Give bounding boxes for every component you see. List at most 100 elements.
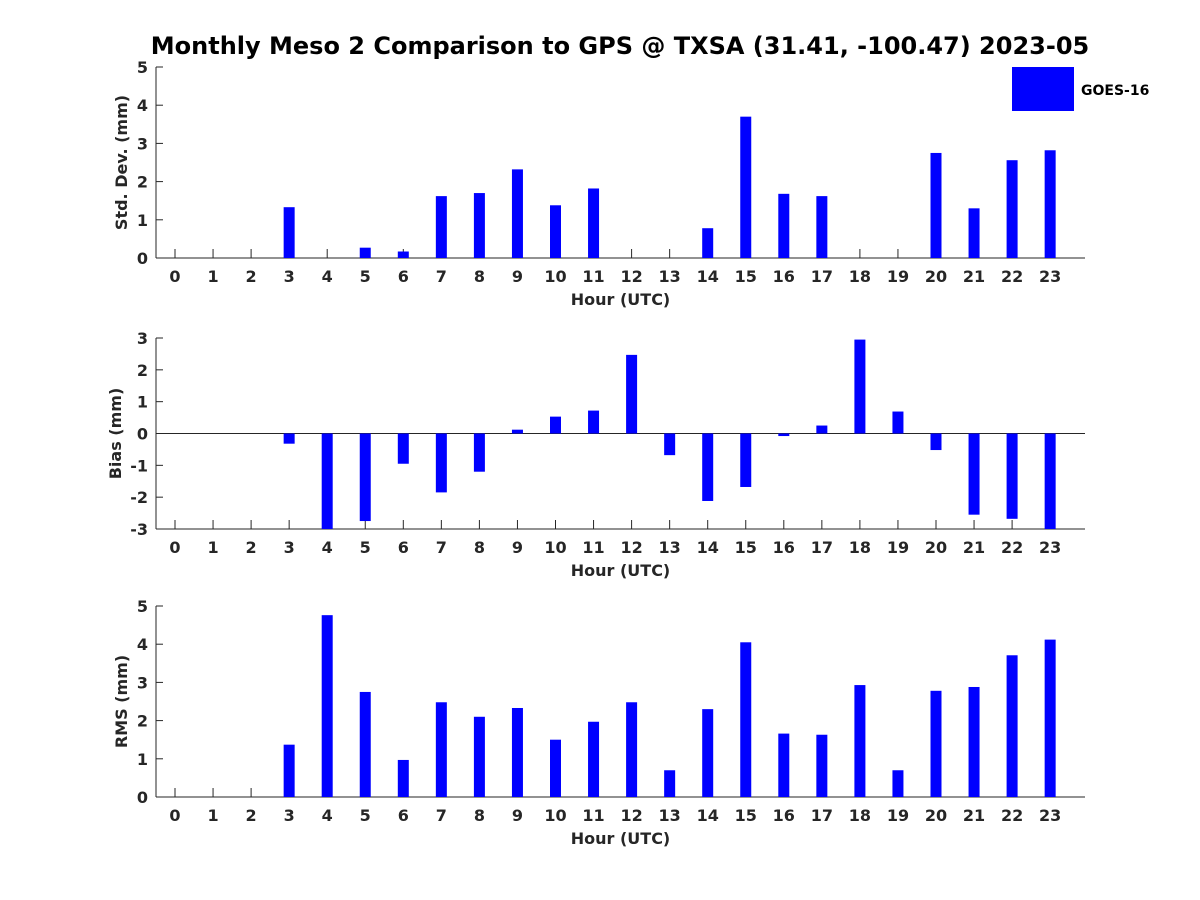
y-tick-label: 3 xyxy=(137,134,148,153)
x-tick-label: 13 xyxy=(659,267,681,286)
x-tick-label: 11 xyxy=(582,538,604,557)
x-tick-label: 21 xyxy=(963,538,985,557)
x-tick-label: 8 xyxy=(474,267,485,286)
x-tick-label: 10 xyxy=(544,538,566,557)
bar-hour-14 xyxy=(702,228,714,258)
x-tick-label: 18 xyxy=(849,267,871,286)
x-tick-label: 19 xyxy=(887,806,909,825)
bar-hour-8 xyxy=(473,193,485,258)
x-tick-label: 17 xyxy=(811,267,833,286)
bar-hour-20 xyxy=(930,152,942,258)
bar-hour-3 xyxy=(283,744,295,797)
x-tick-label: 12 xyxy=(620,538,642,557)
bar-hour-3 xyxy=(283,207,295,258)
y-tick-label: 1 xyxy=(137,750,148,769)
bar-hour-14 xyxy=(702,709,714,797)
bar-hour-23 xyxy=(1044,150,1056,258)
bar-hour-6 xyxy=(397,759,409,797)
x-tick-label: 20 xyxy=(925,806,947,825)
x-tick-label: 8 xyxy=(474,538,485,557)
bar-hour-14 xyxy=(702,433,714,501)
y-tick-label: 5 xyxy=(137,597,148,616)
x-tick-label: 12 xyxy=(620,806,642,825)
y-tick-label: -1 xyxy=(130,456,148,475)
y-tick-label: 1 xyxy=(137,211,148,230)
x-tick-label: 2 xyxy=(246,267,257,286)
y-tick-label: 4 xyxy=(137,96,148,115)
y-tick-label: -3 xyxy=(130,520,148,539)
x-tick-label: 6 xyxy=(398,267,409,286)
bar-hour-12 xyxy=(626,702,638,797)
x-tick-label: 2 xyxy=(246,806,257,825)
bar-hour-11 xyxy=(588,410,600,434)
x-tick-label: 14 xyxy=(697,538,719,557)
y-tick-label: 2 xyxy=(137,173,148,192)
x-tick-label: 23 xyxy=(1039,267,1061,286)
x-tick-label: 16 xyxy=(773,538,795,557)
x-tick-label: 9 xyxy=(512,538,523,557)
x-tick-label: 1 xyxy=(207,267,218,286)
x-tick-label: 0 xyxy=(169,538,180,557)
x-tick-label: 22 xyxy=(1001,267,1023,286)
x-tick-label: 4 xyxy=(322,806,333,825)
bar-hour-23 xyxy=(1044,433,1056,529)
bar-hour-16 xyxy=(778,433,790,437)
x-tick-label: 20 xyxy=(925,538,947,557)
bar-hour-6 xyxy=(397,433,409,464)
x-tick-label: 21 xyxy=(963,267,985,286)
x-tick-label: 3 xyxy=(284,806,295,825)
chart-title: Monthly Meso 2 Comparison to GPS @ TXSA … xyxy=(151,32,1089,60)
x-tick-label: 4 xyxy=(322,538,333,557)
y-tick-label: 3 xyxy=(137,673,148,692)
bar-hour-3 xyxy=(283,433,295,444)
x-tick-label: 7 xyxy=(436,538,447,557)
x-tick-label: 11 xyxy=(582,806,604,825)
bar-hour-7 xyxy=(435,702,447,797)
x-tick-label: 14 xyxy=(697,806,719,825)
x-tick-label: 18 xyxy=(849,806,871,825)
x-tick-label: 7 xyxy=(436,806,447,825)
legend-label: GOES-16 xyxy=(1081,83,1149,99)
x-tick-label: 14 xyxy=(697,267,719,286)
bar-hour-8 xyxy=(473,716,485,797)
bar-hour-19 xyxy=(892,411,904,434)
x-tick-label: 15 xyxy=(735,806,757,825)
x-tick-label: 15 xyxy=(735,267,757,286)
x-tick-label: 20 xyxy=(925,267,947,286)
bar-hour-10 xyxy=(550,416,561,434)
x-axis-label: Hour (UTC) xyxy=(571,290,671,309)
y-tick-label: 0 xyxy=(137,788,148,807)
bar-hour-23 xyxy=(1044,639,1056,797)
x-tick-label: 2 xyxy=(246,538,257,557)
x-tick-label: 15 xyxy=(735,538,757,557)
x-tick-label: 8 xyxy=(474,806,485,825)
x-tick-label: 17 xyxy=(811,806,833,825)
x-tick-label: 3 xyxy=(284,267,295,286)
x-tick-label: 1 xyxy=(207,806,218,825)
x-tick-label: 0 xyxy=(169,806,180,825)
y-axis-label: Bias (mm) xyxy=(106,388,125,480)
x-tick-label: 5 xyxy=(360,538,371,557)
x-tick-label: 22 xyxy=(1001,806,1023,825)
bar-hour-15 xyxy=(740,116,752,258)
x-tick-label: 3 xyxy=(284,538,295,557)
x-tick-label: 18 xyxy=(849,538,871,557)
y-tick-label: 2 xyxy=(137,712,148,731)
bar-hour-16 xyxy=(778,193,790,258)
x-tick-label: 5 xyxy=(360,267,371,286)
x-axis-label: Hour (UTC) xyxy=(571,561,671,580)
bar-hour-20 xyxy=(930,433,942,451)
bar-hour-9 xyxy=(511,429,523,434)
x-tick-label: 9 xyxy=(512,267,523,286)
y-tick-label: 0 xyxy=(137,249,148,268)
x-tick-label: 16 xyxy=(773,267,795,286)
x-tick-label: 17 xyxy=(811,538,833,557)
bar-hour-21 xyxy=(968,433,980,515)
x-tick-label: 23 xyxy=(1039,538,1061,557)
bar-hour-18 xyxy=(854,339,866,434)
x-tick-label: 21 xyxy=(963,806,985,825)
x-tick-label: 0 xyxy=(169,267,180,286)
y-axis-label: RMS (mm) xyxy=(112,655,131,748)
